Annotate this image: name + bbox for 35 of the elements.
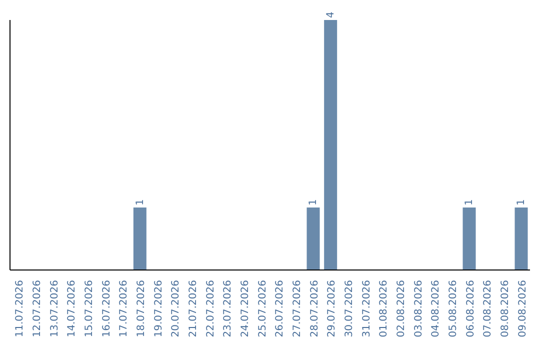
x-tick-label: 03.08.2026 [413, 280, 424, 338]
data-label: 4 [326, 12, 337, 18]
x-tick-label: 17.07.2026 [118, 280, 130, 338]
x-tick-label: 15.07.2026 [84, 280, 95, 338]
x-tick-label: 12.07.2026 [32, 280, 43, 338]
x-tick-label: 27.07.2026 [292, 280, 303, 338]
x-tick-label: 04.08.2026 [430, 280, 442, 338]
x-tick-label: 05.08.2026 [448, 280, 459, 338]
x-tick-label: 11.07.2026 [14, 280, 26, 338]
x-tick-label: 01.08.2026 [378, 280, 390, 338]
x-tick-label: 29.07.2026 [326, 280, 338, 338]
x-tick-label: 25.07.2026 [257, 280, 268, 338]
x-tick-label: 23.07.2026 [222, 280, 234, 338]
x-tick-label: 28.07.2026 [309, 280, 320, 338]
x-tick-label: 09.08.2026 [517, 280, 528, 338]
x-tick-label: 24.07.2026 [240, 280, 251, 338]
x-tick-label: 31.07.2026 [361, 280, 372, 338]
x-tick-label: 26.07.2026 [274, 280, 286, 338]
data-label: 1 [516, 199, 528, 206]
x-tick-label: 14.07.2026 [66, 280, 78, 338]
x-tick-label: 16.07.2026 [101, 280, 112, 338]
x-tick-label: 13.07.2026 [49, 280, 60, 338]
x-tick-label: 07.08.2026 [482, 280, 494, 338]
data-label: 1 [134, 199, 146, 206]
x-tick-label: 18.07.2026 [136, 280, 147, 338]
x-tick-label: 21.07.2026 [188, 280, 199, 338]
data-label: 1 [464, 199, 476, 206]
x-tick-label: 08.08.2026 [500, 280, 511, 338]
data-label: 1 [308, 199, 320, 206]
x-tick-label: 06.08.2026 [465, 280, 476, 338]
x-tick-label: 19.07.2026 [153, 280, 164, 338]
x-tick-label: 30.07.2026 [344, 280, 355, 338]
x-tick-label: 20.07.2026 [170, 280, 182, 338]
x-tick-label: 02.08.2026 [396, 280, 407, 338]
x-tick-label: 22.07.2026 [205, 280, 216, 338]
